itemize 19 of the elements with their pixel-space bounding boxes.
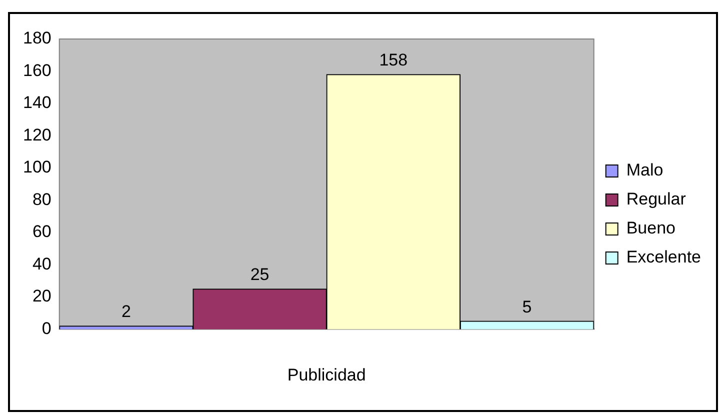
y-tick-label: 60 (32, 222, 52, 242)
legend-label: Malo (626, 160, 664, 180)
legend-label: Bueno (626, 218, 676, 238)
y-tick-label: 100 (22, 158, 52, 177)
y-tick-label: 180 (22, 28, 52, 48)
x-axis-title: Publicidad (287, 365, 366, 384)
data-label: 5 (522, 297, 532, 316)
data-label: 158 (379, 50, 408, 70)
y-tick-label: 20 (32, 286, 52, 306)
legend-label: Excelente (626, 248, 702, 267)
data-label: 2 (121, 302, 131, 322)
y-tick-label: 140 (22, 93, 52, 112)
y-tick-label: 40 (32, 254, 52, 274)
y-tick-label: 160 (22, 60, 52, 80)
data-label: 25 (250, 265, 270, 284)
y-tick-label: 80 (32, 190, 52, 209)
y-tick-label: 0 (42, 318, 52, 338)
legend-label: Regular (626, 190, 686, 209)
y-tick-label: 120 (22, 125, 52, 144)
